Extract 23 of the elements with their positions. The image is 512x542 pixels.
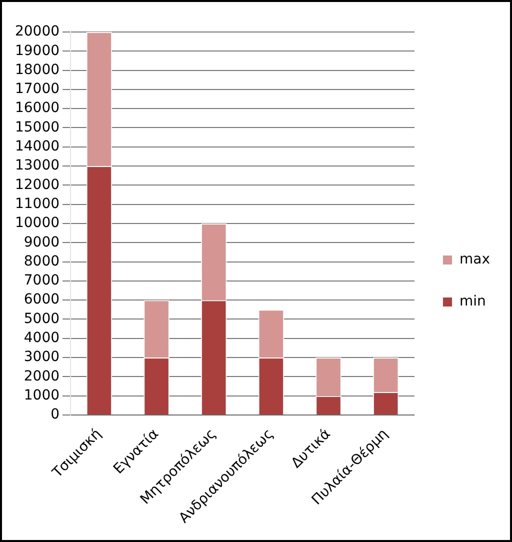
y-tick-label: 9000 [24,234,60,250]
y-tick-label: 7000 [24,272,60,289]
legend-label: min [460,294,486,310]
y-tick-label: 12000 [14,176,60,193]
y-tick-label: 2000 [24,368,60,384]
legend-label: max [460,252,490,268]
y-tick-label: 5000 [24,310,60,327]
y-tick-label: 10000 [14,215,60,232]
y-tick-label: 3000 [24,349,60,366]
y-tick-label: 4000 [24,330,60,346]
y-tick-label: 6000 [24,292,60,308]
y-tick-label: 16000 [14,100,60,116]
y-tick-label: 11000 [14,196,60,212]
y-tick-label: 17000 [14,81,60,98]
y-tick-label: 8000 [24,253,60,270]
y-tick-label: 1000 [24,387,60,404]
y-tick-label: 20000 [14,24,60,40]
y-tick-label: 15000 [14,119,60,136]
y-tick-label: 14000 [14,138,60,155]
y-tick-label: 18000 [14,62,60,78]
y-tick-label: 0 [50,406,60,423]
y-tick-label: 13000 [14,158,60,174]
y-tick-label: 19000 [14,42,60,59]
